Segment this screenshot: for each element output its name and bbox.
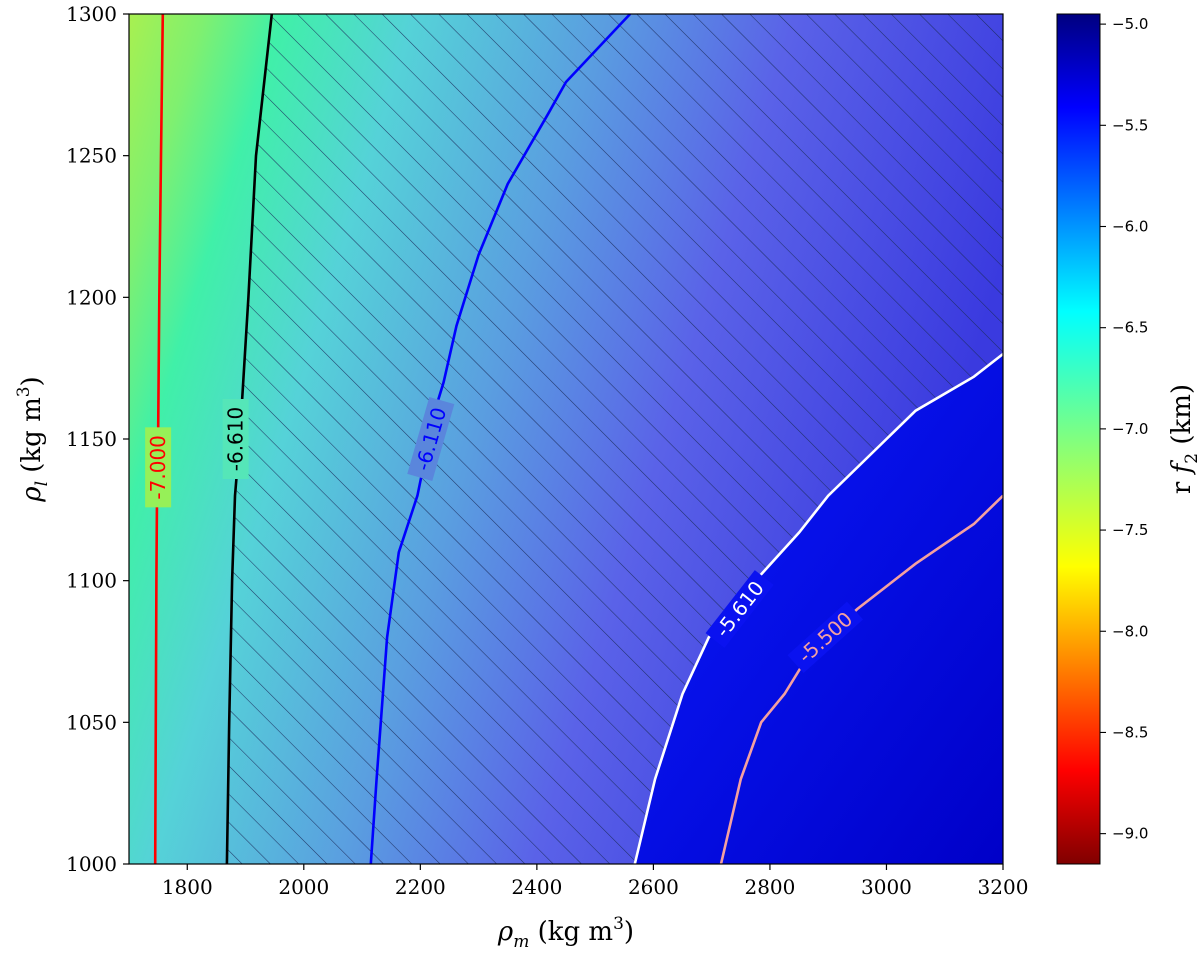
- contour-label: -7.000: [146, 435, 170, 499]
- contour-label-gap: [787, 601, 864, 674]
- colorbar-tick-label: −9.0: [1112, 825, 1148, 843]
- colorbar: [1056, 13, 1101, 865]
- contour-label: -6.610: [224, 407, 248, 471]
- contour-label-gap: [222, 399, 249, 479]
- x-axis-title: ρm (kg m3): [497, 914, 634, 952]
- x-tick-label: 3000: [861, 875, 912, 899]
- x-tick-label: 2400: [511, 875, 562, 899]
- high-value-region: [634, 354, 1003, 864]
- y-tick-label: 1300: [66, 2, 117, 26]
- colorbar-tick-label: −7.0: [1112, 420, 1148, 438]
- contour-line: [369, 14, 632, 864]
- y-axis-title: ρl (kg m3): [14, 376, 52, 502]
- colorbar-title: r f2 (km): [1167, 384, 1200, 494]
- y-tick-label: 1150: [66, 427, 117, 451]
- colorbar-tick-label: −7.5: [1112, 521, 1148, 539]
- hatched-region: [226, 14, 1003, 864]
- contour-label-gap: [145, 427, 172, 508]
- colorbar-tick-label: −5.5: [1112, 116, 1148, 134]
- colorbar-tick-label: −5.0: [1112, 15, 1148, 33]
- contour-label-gap: [407, 396, 455, 482]
- colorbar-tick-label: −6.0: [1112, 218, 1148, 236]
- y-tick-label: 1200: [66, 285, 117, 309]
- plot-area: -7.000 -6.610 -6.110-5.610 -5.500: [129, 14, 1003, 864]
- contour-line: [633, 352, 1003, 864]
- x-tick-label: 2800: [744, 875, 795, 899]
- colorbar-ticks: −5.0 −5.5 −6.0 −6.5 −7.0 −7.5 −8.0 −8.5 −9.0: [1100, 15, 1148, 843]
- x-tick-label: 3200: [978, 875, 1029, 899]
- x-tick-label: 2200: [395, 875, 446, 899]
- x-tick-label: 2000: [278, 875, 329, 899]
- y-tick-label: 1000: [66, 852, 117, 876]
- y-axis-ticks: 1000 1050 1100 1150 1200 1250 1300: [66, 2, 129, 876]
- x-tick-label: 1800: [162, 875, 213, 899]
- x-axis-ticks: 1800 2000 2200 2400 2600 2800 3000 3200: [162, 864, 1029, 899]
- y-tick-label: 1050: [66, 710, 117, 734]
- y-tick-label: 1100: [66, 569, 117, 593]
- colorbar-tick-label: −6.5: [1112, 319, 1148, 337]
- x-tick-label: 2600: [628, 875, 679, 899]
- colorbar-tick-label: −8.5: [1112, 723, 1148, 741]
- y-tick-label: 1250: [66, 144, 117, 168]
- colorbar-tick-label: −8.0: [1112, 622, 1148, 640]
- contour-label-gap: [705, 570, 774, 648]
